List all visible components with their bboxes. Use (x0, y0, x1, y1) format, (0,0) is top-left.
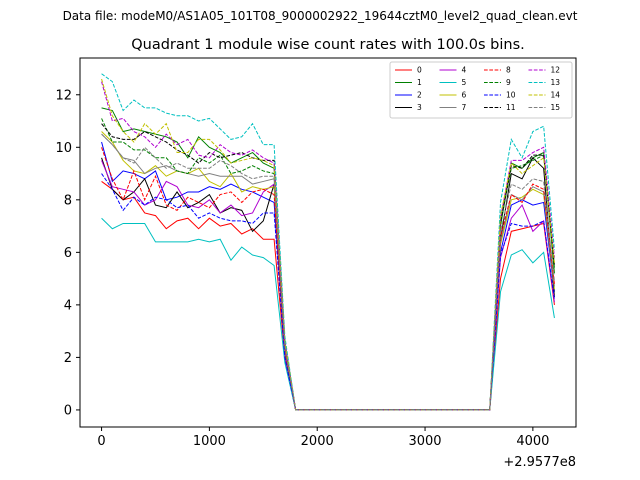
series-line-9 (101, 118, 555, 411)
legend-label-10: 10 (506, 91, 516, 100)
legend-label-6: 6 (462, 91, 467, 100)
x-offset-label: +2.9577e8 (503, 455, 576, 470)
series-line-15 (101, 133, 555, 411)
series-line-6 (101, 131, 555, 411)
legend-label-9: 9 (506, 78, 511, 87)
series-line-7 (101, 133, 555, 411)
y-tick-label: 12 (55, 88, 72, 103)
legend-label-12: 12 (551, 66, 561, 75)
series-line-4 (101, 160, 555, 411)
legend-label-1: 1 (417, 78, 422, 87)
y-tick-label: 4 (64, 298, 72, 313)
y-tick-label: 6 (64, 246, 72, 261)
x-tick-label: 0 (97, 434, 105, 449)
series-line-5 (101, 217, 555, 411)
legend-label-14: 14 (551, 91, 561, 100)
series-line-12 (101, 81, 555, 411)
y-tick-label: 2 (64, 351, 72, 366)
chart-title: Quadrant 1 module wise count rates with … (131, 37, 525, 53)
legend-label-13: 13 (551, 78, 561, 87)
legend-label-5: 5 (462, 78, 467, 87)
plot-frame (79, 57, 577, 428)
series-group (101, 73, 555, 411)
series-line-14 (101, 78, 555, 411)
legend-label-2: 2 (417, 91, 422, 100)
y-tick-label: 0 (64, 403, 72, 418)
legend-label-0: 0 (417, 66, 422, 75)
suptitle: Data file: modeM0/AS1A05_101T08_90000029… (63, 9, 578, 23)
legend-box (389, 61, 573, 119)
legend-label-4: 4 (462, 66, 467, 75)
series-line-1 (101, 107, 555, 411)
legend-label-7: 7 (462, 103, 467, 112)
legend-label-15: 15 (551, 103, 561, 112)
x-tick-label: 2000 (301, 434, 334, 449)
y-tick-label: 10 (55, 141, 72, 156)
y-tick-label: 8 (64, 193, 72, 208)
legend-label-8: 8 (506, 66, 511, 75)
x-tick-label: 1000 (193, 434, 226, 449)
x-tick-label: 3000 (408, 434, 441, 449)
legend-label-11: 11 (506, 103, 516, 112)
series-line-8 (101, 147, 555, 411)
series-line-2 (101, 141, 555, 411)
legend-label-3: 3 (417, 103, 422, 112)
series-line-0 (101, 181, 555, 411)
x-tick-label: 4000 (516, 434, 549, 449)
series-line-10 (101, 173, 555, 411)
series-line-3 (101, 156, 555, 411)
